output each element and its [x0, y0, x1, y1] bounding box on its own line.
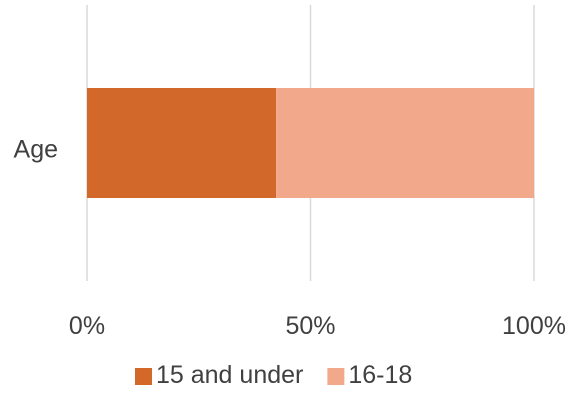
axis-labels: 0% 50% 100% Age — [14, 136, 566, 340]
x-tick-label: 100% — [502, 312, 566, 340]
legend-item: 16-18 — [327, 361, 412, 389]
x-tick-label: 50% — [285, 312, 335, 340]
legend-swatch — [135, 368, 152, 385]
legend-label: 16-18 — [348, 361, 412, 389]
category-label: Age — [14, 136, 58, 164]
legend-label: 15 and under — [156, 361, 303, 389]
bar-segment — [276, 88, 534, 198]
legend-swatch — [327, 368, 345, 385]
legend: 15 and under 16-18 — [135, 361, 412, 389]
legend-item: 15 and under — [135, 361, 303, 389]
bars — [87, 88, 534, 198]
x-tick-label: 0% — [69, 312, 105, 340]
bar-segment — [87, 88, 277, 198]
